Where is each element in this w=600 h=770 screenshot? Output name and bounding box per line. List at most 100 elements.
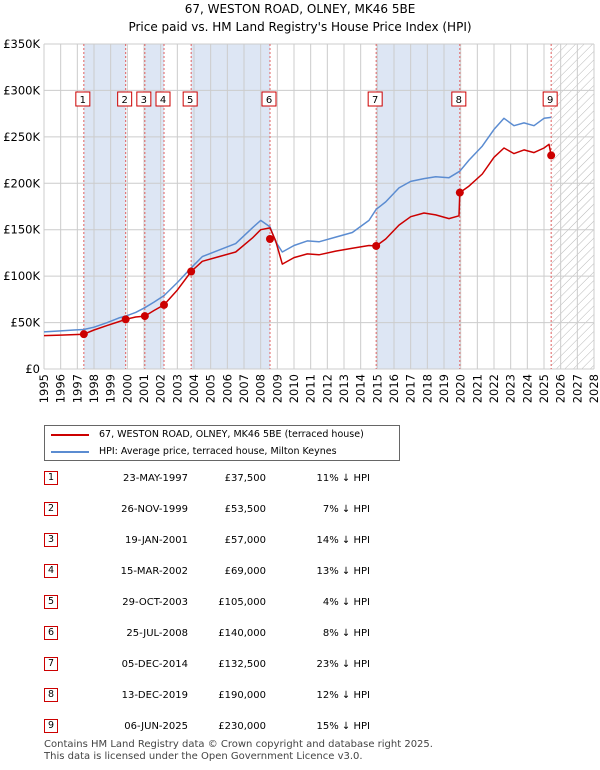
sale-hpi-diff: 12% ↓ HPI [316,690,370,701]
sale-number: 1 [44,471,58,485]
x-tick-label: 2016 [387,374,401,403]
legend-label-property: 67, WESTON ROAD, OLNEY, MK46 5BE (terrac… [99,429,364,440]
y-tick-label: £200K [3,176,40,190]
sale-number-box [367,91,383,107]
sale-hpi-diff: 15% ↓ HPI [316,721,370,732]
sale-point [372,241,381,250]
sale-number-label: 6 [266,95,272,106]
x-tick-label: 2015 [370,374,384,403]
x-tick-label: 1995 [37,374,51,403]
sale-hpi-diff: 13% ↓ HPI [316,566,370,577]
sale-number: 8 [44,688,58,702]
sale-point [79,330,88,339]
sale-number: 6 [44,626,58,640]
sale-number-box [182,91,198,107]
x-tick-label: 2006 [220,374,234,403]
sale-date: 05-DEC-2014 [121,659,188,670]
sale-number-label: 1 [80,95,86,106]
legend-label-hpi: HPI: Average price, terraced house, Milt… [99,446,337,457]
y-tick-label: £250K [3,130,40,144]
sale-row: 2 26-NOV-1999 £53,500 7% ↓ HPI [0,500,600,520]
legend-swatch-hpi [51,451,89,453]
x-tick-label: 2019 [437,374,451,403]
x-tick-label: 2011 [304,374,318,403]
x-tick-label: 2008 [254,374,268,403]
sale-number-box [155,91,171,107]
y-tick-label: £50K [11,316,41,330]
sale-date: 29-OCT-2003 [122,597,188,608]
sale-date: 13-DEC-2019 [121,690,188,701]
forecast-hatch [551,44,594,369]
sale-row: 6 25-JUL-2008 £140,000 8% ↓ HPI [0,624,600,644]
x-tick-label: 2009 [270,374,284,403]
sale-point [547,151,556,160]
sale-row: 3 19-JAN-2001 £57,000 14% ↓ HPI [0,531,600,551]
x-tick-label: 2005 [204,374,218,403]
sale-number: 3 [44,533,58,547]
sale-number-label: 2 [121,95,127,106]
footer-line-licence: This data is licensed under the Open Gov… [44,751,363,762]
sale-number: 4 [44,564,58,578]
hpi-line [44,116,552,333]
sale-point [160,300,168,309]
ownership-shade [191,44,270,369]
x-tick-label: 2012 [320,374,334,403]
chart-subtitle: Price paid vs. HM Land Registry's House … [128,20,471,34]
chart: 67, WESTON ROAD, OLNEY, MK46 5BE Price p… [3,2,600,403]
sale-number-box [117,91,133,107]
x-tick-label: 2022 [487,374,501,403]
sale-hpi-diff: 8% ↓ HPI [322,628,370,639]
sale-price: £53,500 [224,504,266,515]
sale-price: £140,000 [218,628,266,639]
sale-point [140,312,149,321]
y-tick-label: £100K [3,269,40,283]
x-tick-label: 1997 [70,374,84,403]
property-price-line [44,143,552,337]
sale-price: £69,000 [224,566,266,577]
x-tick-label: 2000 [120,374,134,403]
x-tick-label: 2003 [170,374,184,403]
sale-number-box [451,91,467,107]
x-tick-label: 2027 [570,374,584,403]
sale-number-label: 8 [456,95,462,106]
x-tick-label: 2017 [404,374,418,403]
sale-price: £105,000 [218,597,266,608]
sale-price: £230,000 [218,721,266,732]
footer-attribution: Contains HM Land Registry data © Crown c… [44,739,433,763]
sale-number: 9 [44,719,58,733]
sale-point [187,267,196,276]
sale-point [455,188,464,197]
sale-number-label: 7 [372,95,378,106]
x-tick-label: 2018 [420,374,434,403]
y-tick-label: £350K [3,37,40,51]
sale-number-label: 4 [160,95,166,106]
sale-hpi-diff: 11% ↓ HPI [316,473,370,484]
y-tick-label: £300K [3,83,40,97]
sale-row: 4 15-MAR-2002 £69,000 13% ↓ HPI [0,562,600,582]
sale-point [266,235,274,243]
sale-number-label: 5 [187,95,193,106]
x-tick-label: 2025 [537,374,551,403]
sale-hpi-diff: 23% ↓ HPI [316,659,370,670]
sale-price: £37,500 [224,473,266,484]
sale-number: 7 [44,657,58,671]
sale-point [121,315,130,324]
sale-number-box [261,91,277,107]
sale-date: 19-JAN-2001 [124,535,188,546]
legend: 67, WESTON ROAD, OLNEY, MK46 5BE (terrac… [44,425,400,461]
x-tick-label: 2028 [587,374,600,403]
x-tick-label: 2021 [470,374,484,403]
sale-number: 2 [44,502,58,516]
sale-price: £190,000 [218,690,266,701]
x-tick-label: 2002 [154,374,168,403]
sale-number-box [136,91,152,107]
sale-hpi-diff: 14% ↓ HPI [316,535,370,546]
sale-date: 15-MAR-2002 [120,566,188,577]
x-tick-label: 2010 [287,374,301,403]
sale-date: 25-JUL-2008 [126,628,188,639]
sale-hpi-diff: 7% ↓ HPI [322,504,370,515]
sale-row: 5 29-OCT-2003 £105,000 4% ↓ HPI [0,593,600,613]
x-tick-label: 2004 [187,374,201,403]
sale-price: £132,500 [218,659,266,670]
x-tick-label: 2020 [454,374,468,403]
